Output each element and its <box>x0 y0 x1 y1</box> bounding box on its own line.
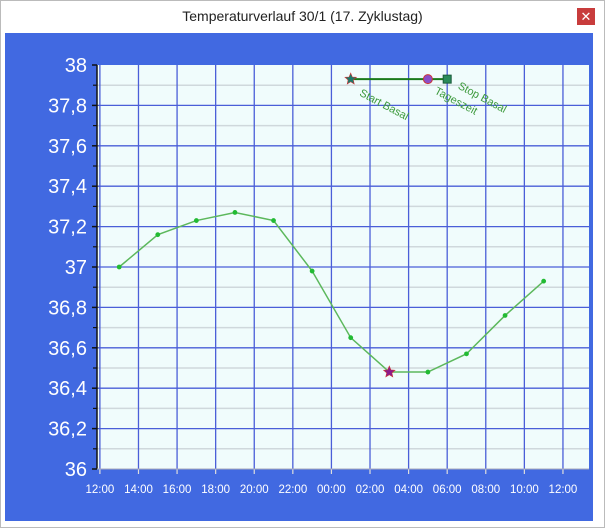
data-point <box>502 313 508 318</box>
y-tick-label: 38 <box>65 55 87 77</box>
title-bar: Temperaturverlauf 30/1 (17. Zyklustag) ✕ <box>0 0 605 33</box>
x-tick-label: 00:00 <box>317 484 346 496</box>
x-tick-label: 18:00 <box>201 484 230 496</box>
y-tick-label: 36,6 <box>48 338 87 360</box>
x-tick-label: 10:00 <box>510 484 539 496</box>
tageszeit-marker <box>422 74 433 85</box>
data-point <box>464 351 469 357</box>
y-tick-label: 37,6 <box>48 136 87 158</box>
y-tick-label: 36,8 <box>48 297 87 319</box>
data-point <box>271 218 276 223</box>
data-point <box>348 335 354 341</box>
x-tick-label: 12:00 <box>86 484 115 496</box>
y-tick-label: 36 <box>65 459 87 481</box>
data-point <box>193 218 199 223</box>
data-point <box>155 232 161 238</box>
x-tick-label: 12:00 <box>549 484 578 496</box>
x-tick-label: 08:00 <box>471 484 500 496</box>
x-tick-label: 06:00 <box>433 484 462 496</box>
x-tick-label: 04:00 <box>394 484 423 496</box>
lowest-point-star-icon <box>382 365 396 378</box>
y-tick-label: 37,4 <box>48 176 87 198</box>
x-tick-label: 02:00 <box>356 484 385 496</box>
y-tick-label: 37 <box>65 257 87 279</box>
close-icon: ✕ <box>580 9 592 24</box>
y-tick-label: 36,4 <box>48 378 87 400</box>
x-tick-label: 14:00 <box>124 484 153 496</box>
data-point <box>309 268 315 274</box>
x-tick-label: 22:00 <box>278 484 307 496</box>
y-tick-label: 37,2 <box>48 217 87 239</box>
start-basal-star-icon <box>344 72 358 85</box>
x-tick-label: 20:00 <box>240 484 269 496</box>
data-point <box>541 278 547 284</box>
data-point <box>232 210 238 215</box>
window-title: Temperaturverlauf 30/1 (17. Zyklustag) <box>182 8 423 24</box>
data-point <box>425 369 431 375</box>
data-point <box>116 264 122 270</box>
y-tick-label: 36,2 <box>48 419 87 441</box>
x-tick-label: 16:00 <box>163 484 192 496</box>
temperature-line <box>118 211 545 373</box>
stop-basal-marker <box>442 74 452 84</box>
y-tick-label: 37,8 <box>48 95 87 117</box>
close-button[interactable]: ✕ <box>577 8 595 25</box>
